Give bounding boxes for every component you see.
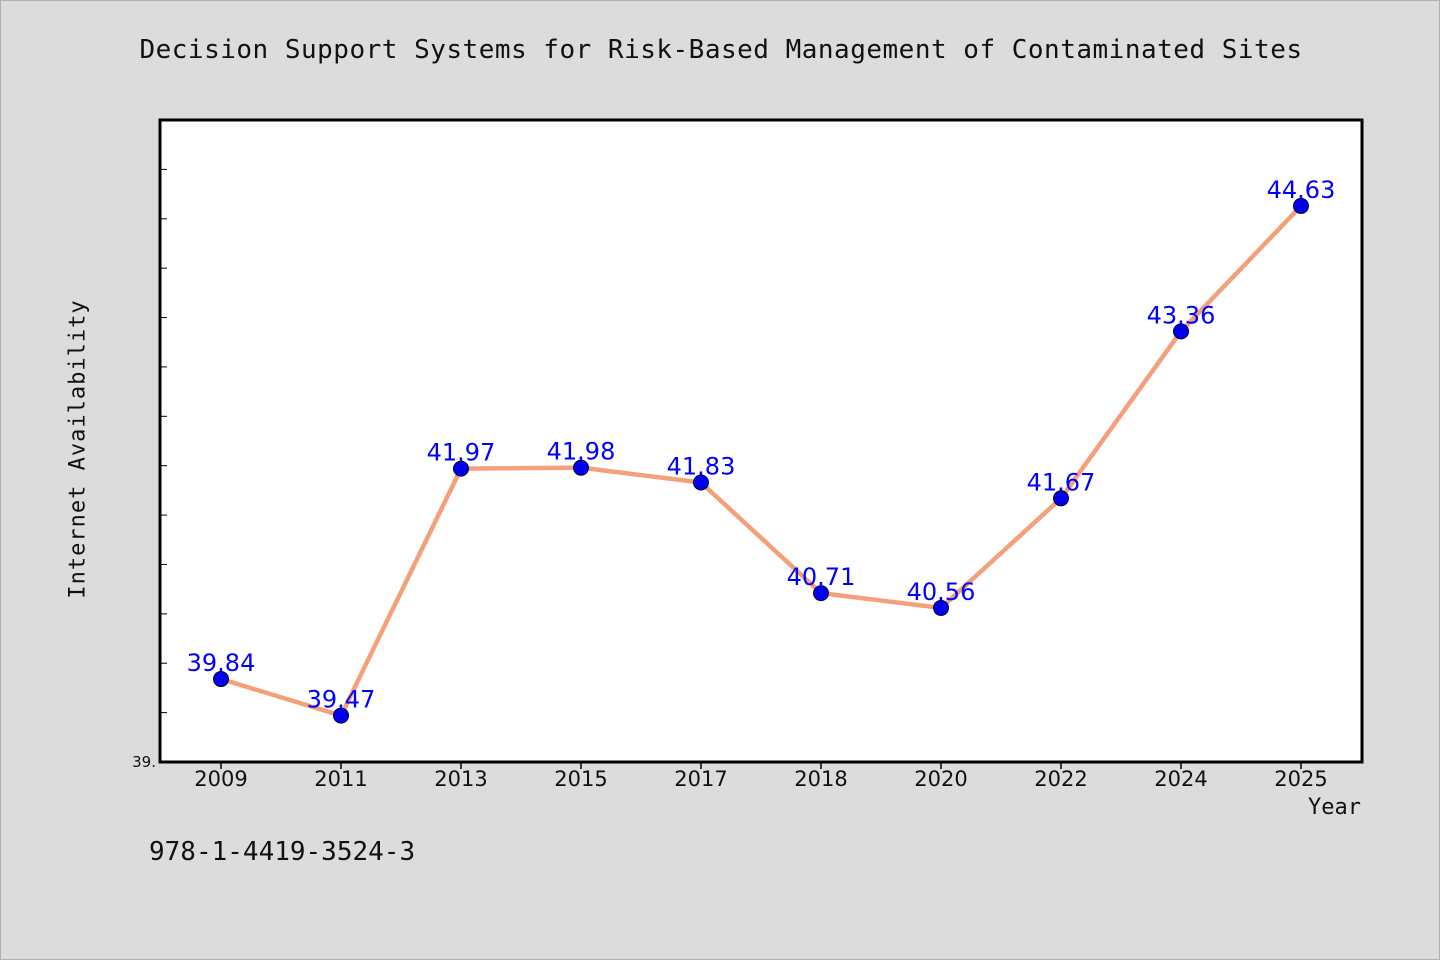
data-label: 40.71: [787, 563, 856, 591]
chart-title: Decision Support Systems for Risk-Based …: [139, 35, 1303, 65]
x-tick-label: 2022: [1034, 767, 1087, 791]
x-tick-label: 2015: [554, 767, 607, 791]
series-line: [218, 203, 1304, 718]
plot-area: [158, 118, 1364, 764]
data-point: [453, 460, 469, 477]
data-label: 39.47: [307, 686, 376, 714]
data-label: 44.63: [1267, 176, 1336, 204]
data-point: [1173, 323, 1189, 340]
data-point: [333, 707, 349, 724]
data-label: 43.36: [1147, 301, 1216, 329]
x-tick-label: 2018: [794, 767, 847, 791]
x-tick-label: 2025: [1274, 767, 1327, 791]
data-point: [213, 671, 229, 688]
data-label: 39.84: [187, 649, 256, 677]
data-label: 41.97: [427, 439, 496, 467]
data-point: [933, 599, 949, 616]
data-point: [1293, 197, 1309, 214]
data-label: 41.67: [1027, 468, 1096, 496]
data-point: [1053, 490, 1069, 507]
x-tick-label: 2011: [314, 767, 367, 791]
x-tick-label: 2009: [194, 767, 247, 791]
x-axis-label: Year: [1308, 795, 1361, 820]
y-tick-label: 39.: [132, 753, 156, 771]
data-label: 41.83: [667, 452, 736, 480]
x-tick-label: 2020: [914, 767, 967, 791]
data-label: 41.98: [547, 438, 616, 466]
x-tick-label: 2024: [1154, 767, 1207, 791]
data-point: [693, 474, 709, 491]
data-point: [813, 585, 829, 602]
x-tick-label: 2013: [434, 767, 487, 791]
data-label: 40.56: [907, 578, 976, 606]
data-point: [573, 459, 589, 476]
x-tick-label: 2017: [674, 767, 727, 791]
isbn-text: 978-1-4419-3524-3: [149, 837, 416, 867]
